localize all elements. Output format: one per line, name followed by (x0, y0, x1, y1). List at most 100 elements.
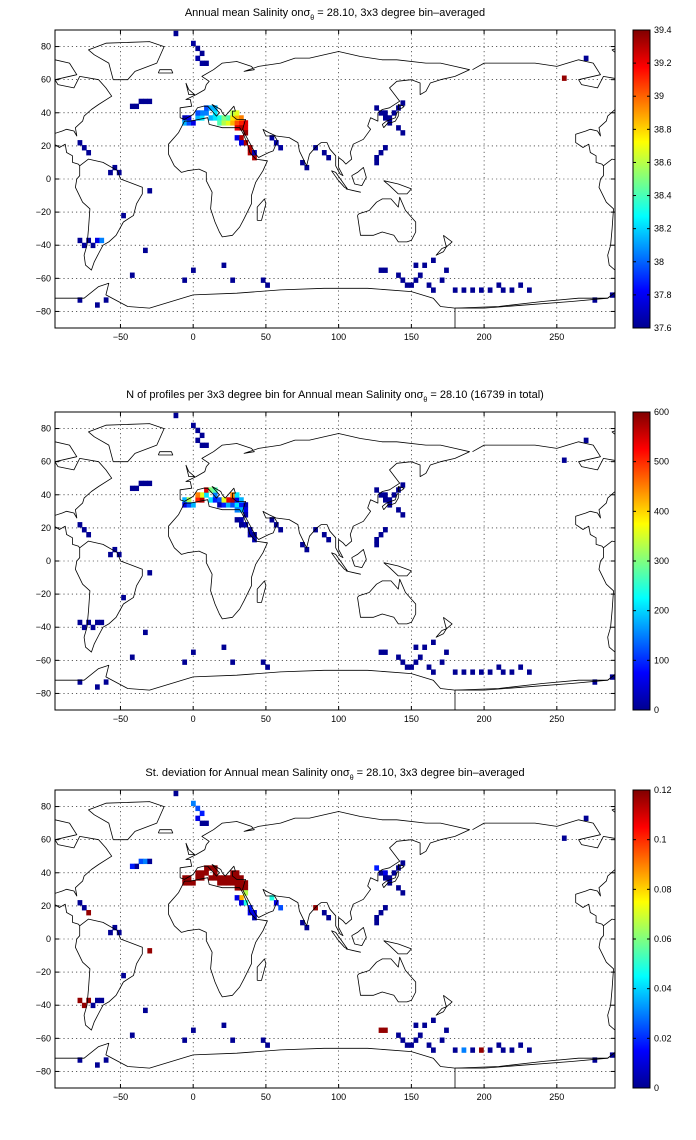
data-cell (81, 145, 87, 151)
y-tick-label: −20 (36, 207, 51, 217)
data-cell (404, 664, 410, 670)
data-cell (191, 267, 196, 273)
data-cell (431, 287, 436, 293)
data-cell (191, 40, 196, 47)
coastline (185, 842, 195, 855)
data-cell (217, 497, 222, 503)
data-cell (378, 649, 384, 655)
data-cell (116, 929, 122, 936)
y-tick-label: −80 (36, 1066, 51, 1076)
colorbar-tick-label: 38.2 (654, 224, 672, 234)
data-cell (378, 910, 384, 916)
y-tick-label: 20 (41, 523, 51, 533)
chart-title: N of profiles per 3x3 degree bin for Ann… (126, 389, 544, 404)
data-cell (199, 432, 205, 439)
data-cell (239, 497, 244, 503)
data-cell (217, 502, 222, 508)
data-cell (138, 858, 144, 865)
data-cell (81, 1002, 87, 1009)
y-tick-label: 60 (41, 835, 51, 845)
data-cell (234, 120, 240, 126)
coastline (472, 59, 615, 167)
data-cell (391, 492, 397, 498)
data-cell (143, 629, 148, 636)
data-cell (230, 120, 236, 126)
data-cell (186, 502, 192, 508)
data-cell (278, 145, 284, 151)
data-cell (383, 492, 388, 498)
data-cell (396, 654, 401, 660)
coastline (351, 167, 367, 186)
data-cell (204, 492, 209, 498)
data-cell (186, 497, 192, 503)
coastline (435, 246, 447, 256)
data-cell (182, 120, 188, 126)
y-tick-label: 20 (41, 901, 51, 911)
data-cell (243, 120, 249, 126)
data-cell (487, 287, 493, 293)
data-cell (86, 997, 92, 1004)
data-cell (234, 880, 240, 886)
data-cell (374, 865, 380, 871)
colorbar-tick-label: 39.2 (654, 58, 672, 68)
data-cell (234, 517, 240, 523)
data-cell (243, 512, 249, 518)
chart-title-subscript: θ (423, 397, 427, 404)
data-cell (439, 1037, 445, 1043)
coastline (55, 59, 113, 167)
coastline (383, 562, 412, 577)
data-cell (243, 522, 249, 528)
data-cell (147, 98, 153, 105)
data-cell (374, 154, 380, 161)
data-cell (230, 880, 236, 886)
data-cell (426, 664, 432, 670)
data-cell (86, 150, 92, 156)
data-cell (77, 237, 83, 244)
data-cell (300, 159, 305, 166)
data-cell (239, 502, 244, 508)
x-tick-label: 250 (549, 332, 564, 342)
data-cell (234, 115, 240, 121)
data-cell (212, 492, 218, 498)
data-cell (195, 870, 201, 876)
data-cell (204, 442, 209, 448)
data-cell (509, 287, 515, 293)
data-cell (234, 875, 240, 881)
data-cell (173, 790, 179, 797)
data-cell (404, 282, 410, 288)
x-tick-label: 150 (404, 714, 419, 724)
data-cell (173, 412, 179, 419)
data-cell (143, 1007, 148, 1014)
data-cell (400, 1037, 406, 1043)
data-cell (239, 522, 244, 528)
data-cell (208, 487, 214, 493)
data-cell (304, 924, 310, 931)
data-cell (221, 880, 227, 886)
colorbar-tick-label: 300 (654, 556, 669, 566)
y-tick-label: 80 (41, 42, 51, 52)
data-cell (195, 492, 201, 498)
data-cell (461, 1047, 467, 1053)
data-cell (199, 810, 205, 817)
data-cell (134, 485, 140, 492)
data-cell (103, 297, 109, 303)
data-cell (221, 502, 227, 508)
data-cell (500, 669, 506, 675)
coastline (88, 423, 165, 463)
data-cell (199, 50, 205, 57)
coastline (75, 158, 143, 271)
data-cell (225, 875, 231, 881)
chart-title-suffix: = 28.10, 3x3 degree bin–averaged (314, 7, 485, 19)
coastline (331, 552, 348, 572)
data-cell (243, 507, 249, 513)
coastline (345, 948, 361, 953)
data-cell (252, 910, 257, 916)
coastline (55, 819, 113, 927)
data-cell (391, 870, 397, 876)
y-tick-label: 60 (41, 75, 51, 85)
data-cell (225, 497, 231, 503)
data-cell (269, 135, 275, 141)
data-cell (396, 507, 401, 513)
data-cell (431, 1047, 436, 1053)
data-cell (378, 150, 384, 156)
